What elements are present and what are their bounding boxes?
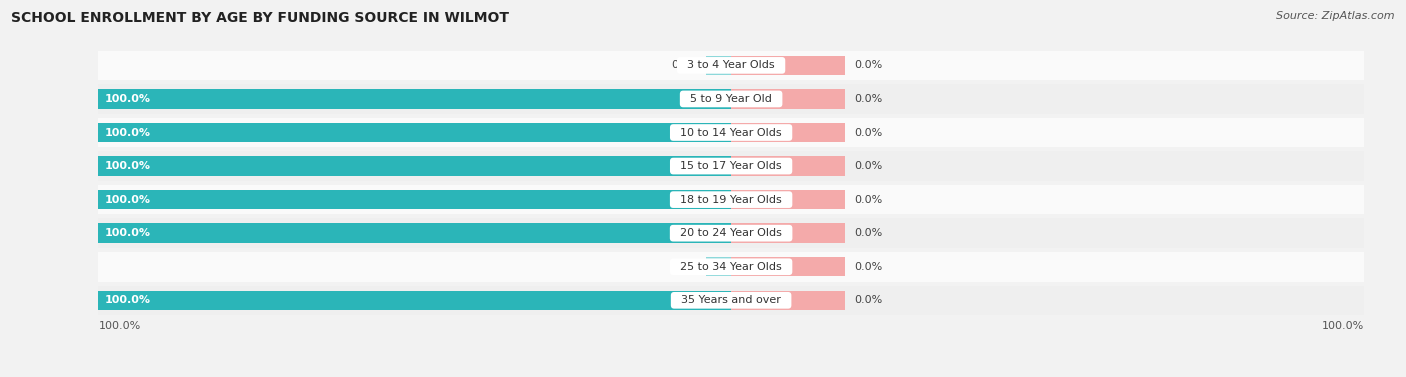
Bar (98, 185, 1364, 215)
Bar (98, 218, 1364, 248)
Bar (98, 151, 1364, 181)
Bar (98, 51, 1364, 80)
Text: 0.0%: 0.0% (855, 262, 883, 272)
Bar (98, 89, 731, 109)
Bar (731, 56, 845, 75)
Text: 100.0%: 100.0% (1322, 321, 1364, 331)
Text: 0.0%: 0.0% (855, 161, 883, 171)
Text: 15 to 17 Year Olds: 15 to 17 Year Olds (673, 161, 789, 171)
Text: 100.0%: 100.0% (104, 94, 150, 104)
Bar (98, 123, 731, 142)
Text: 0.0%: 0.0% (855, 295, 883, 305)
Bar (98, 291, 731, 310)
Text: 18 to 19 Year Olds: 18 to 19 Year Olds (673, 195, 789, 205)
Text: 3 to 4 Year Olds: 3 to 4 Year Olds (681, 60, 782, 70)
Text: 0.0%: 0.0% (671, 60, 699, 70)
Bar (731, 190, 845, 209)
Text: 100.0%: 100.0% (104, 195, 150, 205)
Bar (98, 84, 1364, 114)
Bar (731, 257, 845, 276)
Bar (731, 156, 845, 176)
Text: 20 to 24 Year Olds: 20 to 24 Year Olds (673, 228, 789, 238)
Text: 100.0%: 100.0% (104, 295, 150, 305)
Text: 10 to 14 Year Olds: 10 to 14 Year Olds (673, 127, 789, 138)
Text: 100.0%: 100.0% (98, 321, 141, 331)
Bar (731, 89, 845, 109)
Bar (98, 190, 731, 209)
Bar (98, 118, 1364, 147)
Text: 0.0%: 0.0% (855, 127, 883, 138)
Bar (706, 257, 731, 276)
Bar (98, 252, 1364, 282)
Bar (98, 224, 731, 243)
Bar (731, 224, 845, 243)
Text: 100.0%: 100.0% (104, 228, 150, 238)
Text: 5 to 9 Year Old: 5 to 9 Year Old (683, 94, 779, 104)
Bar (706, 56, 731, 75)
Text: 100.0%: 100.0% (104, 161, 150, 171)
Bar (98, 156, 731, 176)
Bar (731, 123, 845, 142)
Text: 100.0%: 100.0% (104, 127, 150, 138)
Bar (731, 291, 845, 310)
Text: 0.0%: 0.0% (855, 60, 883, 70)
Text: 25 to 34 Year Olds: 25 to 34 Year Olds (673, 262, 789, 272)
Text: 0.0%: 0.0% (855, 195, 883, 205)
Text: SCHOOL ENROLLMENT BY AGE BY FUNDING SOURCE IN WILMOT: SCHOOL ENROLLMENT BY AGE BY FUNDING SOUR… (11, 11, 509, 25)
Bar (98, 285, 1364, 315)
Text: Source: ZipAtlas.com: Source: ZipAtlas.com (1277, 11, 1395, 21)
Text: 0.0%: 0.0% (855, 228, 883, 238)
Text: 0.0%: 0.0% (855, 94, 883, 104)
Text: 35 Years and over: 35 Years and over (675, 295, 787, 305)
Text: 0.0%: 0.0% (671, 262, 699, 272)
